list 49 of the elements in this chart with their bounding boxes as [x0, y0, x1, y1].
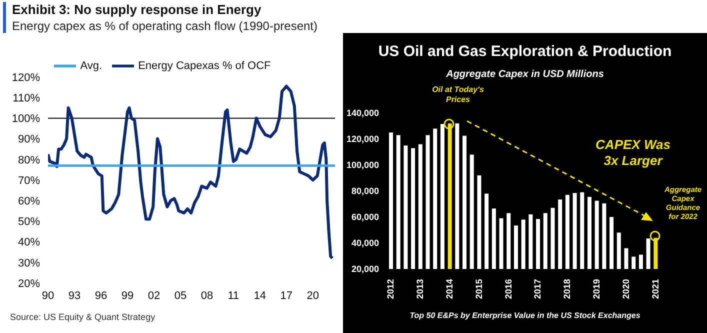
y-tick-label: 100,000 [346, 160, 379, 170]
y-tick-label: 40,000 [351, 238, 379, 248]
x-tick-label: 2013 [415, 279, 426, 300]
x-tick-label: 20 [306, 290, 320, 302]
x-tick-label: 2021 [650, 279, 660, 300]
y-tick-label: 120% [12, 72, 40, 84]
x-tick-label: 17 [280, 290, 293, 302]
x-tick-label: 2018 [562, 279, 572, 300]
x-tick-label: 08 [200, 290, 214, 302]
y-tick-label: 70% [18, 174, 40, 187]
y-tick-label: 40% [18, 236, 40, 249]
y-tick-label: 50% [18, 216, 40, 228]
x-tick-label: 11 [228, 290, 240, 302]
x-tick-label: 93 [68, 290, 81, 302]
y-tick-label: 140,000 [346, 108, 379, 118]
annotation: CAPEX Was 3x Larger [594, 137, 672, 168]
x-tick-label: 90 [42, 290, 54, 302]
y-tick-label: 30% [18, 257, 40, 270]
x-tick-label: 2015 [474, 279, 484, 300]
x-tick-label: 2014 [444, 279, 454, 300]
chart-subtitle: Aggregate Capex in USD Millions [445, 69, 605, 80]
text: Oil at Today's Prices [431, 85, 485, 104]
x-tick-label: 2020 [620, 279, 631, 300]
x-tick-label: 2019 [592, 279, 602, 300]
y-tick-label: 20% [18, 278, 40, 290]
x-tick-label: 2016 [503, 279, 514, 300]
x-tick-label: 14 [254, 290, 266, 302]
y-tick-label: 60,000 [351, 212, 379, 222]
legend-label: Avg. [80, 60, 102, 72]
y-tick-label: 90% [18, 134, 40, 146]
chart-subtitle: Energy capex as % of operating cash flow (1990-present) [12, 19, 318, 33]
source-note: Source: US Equity & Quant Strategy [10, 312, 156, 322]
x-tick-label: 99 [121, 290, 134, 302]
chart-title: US Oil and Gas Exploration & Production [377, 43, 673, 60]
y-tick-label: 80,000 [351, 186, 379, 196]
chart-title: Exhibit 3: No supply response in Energy [12, 2, 262, 17]
y-tick-label: 20,000 [351, 264, 379, 274]
x-tick-label: 2017 [532, 279, 543, 300]
x-tick-label: 96 [94, 290, 108, 302]
y-tick-label: 80% [18, 154, 40, 166]
legend-label: Energy Capexas % of OCF [138, 60, 271, 72]
x-tick-label: 05 [174, 290, 187, 302]
y-tick-label: 100% [12, 113, 40, 126]
x-tick-label: 02 [148, 290, 160, 302]
x-axis-title: Top 50 E&Ps by Enterprise Value in the US Stock Exchanges [408, 311, 642, 320]
y-tick-label: 60% [18, 196, 40, 208]
y-tick-label: 120,000 [346, 134, 379, 144]
x-tick-label: 2012 [386, 279, 396, 300]
y-tick-label: 110% [12, 92, 40, 105]
